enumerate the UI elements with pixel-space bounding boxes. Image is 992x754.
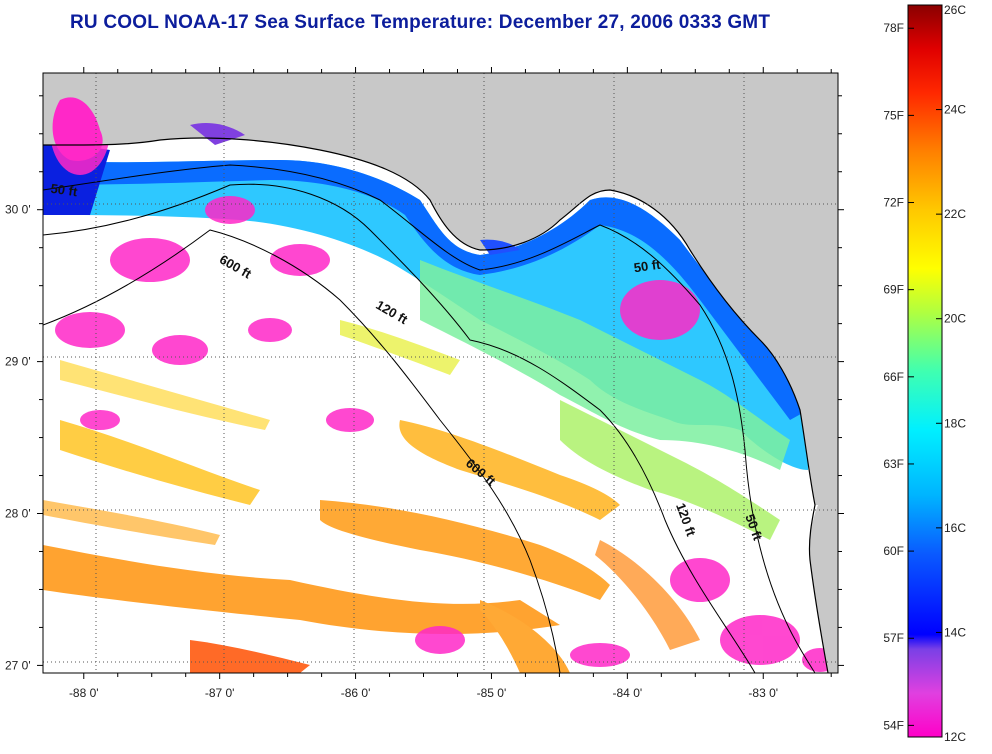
lat-tick-label: 28 0' [5,507,31,521]
lon-tick-label: -88 0' [69,686,99,700]
sst-cloud-noise [50,75,838,672]
sst-coastal-band [43,140,808,540]
latitude-labels: 30 0' 29 0' 28 0' 27 0' [5,203,31,673]
celsius-label: 26C [944,3,966,17]
lon-tick-label: -86 0' [341,686,371,700]
graticule [43,73,838,673]
coastline [43,137,829,673]
fahrenheit-label: 75F [883,108,904,122]
fahrenheit-label: 60F [883,544,904,558]
axis-ticks [37,67,844,679]
lon-tick-label: -83 0' [748,686,778,700]
celsius-label: 14C [944,625,966,639]
depth-contours [43,164,816,673]
fahrenheit-label: 78F [883,21,904,35]
lat-tick-label: 27 0' [5,658,31,672]
colorbar-celsius-labels: 26C 24C 22C 20C 18C 16C 14C 12C [944,3,966,744]
lon-tick-label: -85 0' [477,686,507,700]
colorbar-fahrenheit-labels: 78F 75F 72F 69F 66F 63F 60F 57F 54F [883,21,904,732]
lat-tick-label: 29 0' [5,355,31,369]
colorbar-ticks [908,4,942,738]
fahrenheit-label: 63F [883,457,904,471]
lat-tick-label: 30 0' [5,203,31,217]
page-title: RU COOL NOAA-17 Sea Surface Temperature:… [70,12,771,33]
fahrenheit-label: 72F [883,196,904,210]
contour-50ft [43,164,816,673]
lon-tick-label: -87 0' [205,686,235,700]
longitude-labels: -88 0' -87 0' -86 0' -85 0' -84 0' -83 0' [69,686,778,700]
fahrenheit-label: 57F [883,631,904,645]
celsius-label: 16C [944,521,966,535]
land-areas [43,73,838,673]
fahrenheit-label: 66F [883,370,904,384]
fahrenheit-label: 69F [883,283,904,297]
fahrenheit-label: 54F [883,718,904,732]
sst-warm-bands [43,320,700,673]
colorbar-gradient [907,4,943,738]
celsius-label: 22C [944,207,966,221]
celsius-label: 20C [944,312,966,326]
contour-120ft [43,183,756,673]
contour-label: 50 ft [50,181,79,200]
lon-tick-label: -84 0' [613,686,643,700]
contour-600ft [43,229,561,673]
celsius-label: 18C [944,416,966,430]
contour-label: 50 ft [633,257,662,276]
celsius-label: 24C [944,103,966,117]
celsius-label: 12C [944,730,966,744]
